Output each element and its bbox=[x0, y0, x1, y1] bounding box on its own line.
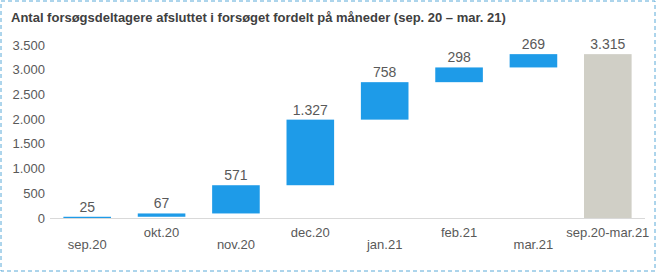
y-tick-label: 2.000 bbox=[12, 112, 45, 127]
x-tick-label: mar.21 bbox=[514, 237, 554, 252]
bar bbox=[584, 54, 632, 218]
bar bbox=[361, 82, 409, 119]
title: Antal forsøgsdeltagere afsluttet i forsø… bbox=[11, 10, 506, 25]
x-tick-label: jan.21 bbox=[366, 237, 402, 252]
y-tick-label: 0 bbox=[38, 211, 45, 226]
data-label: 67 bbox=[154, 195, 170, 211]
x-tick-label: dec.20 bbox=[291, 225, 330, 240]
bar bbox=[212, 185, 260, 213]
x-tick-label: feb.21 bbox=[441, 225, 477, 240]
x-tick-label: sep.20-mar.21 bbox=[566, 225, 649, 240]
bar bbox=[510, 54, 558, 67]
y-tick-label: 3.500 bbox=[12, 38, 45, 53]
bar bbox=[63, 217, 111, 218]
bar bbox=[138, 213, 186, 216]
bar bbox=[435, 67, 483, 82]
data-label: 25 bbox=[79, 199, 95, 215]
chart: Antal forsøgsdeltagere afsluttet i forsø… bbox=[0, 0, 656, 272]
x-tick-label: nov.20 bbox=[217, 237, 255, 252]
x-tick-label: okt.20 bbox=[144, 225, 179, 240]
x-axis bbox=[50, 218, 645, 219]
frame bbox=[1, 1, 655, 271]
data-label: 269 bbox=[522, 36, 546, 52]
data-labels: 25 67 571 1.327 758 298 269 3.315 bbox=[79, 36, 625, 215]
y-tick-label: 2.500 bbox=[12, 87, 45, 102]
x-tick-label: sep.20 bbox=[68, 237, 107, 252]
data-label: 571 bbox=[224, 167, 248, 183]
y-tick-label: 500 bbox=[23, 186, 45, 201]
data-label: 3.315 bbox=[590, 36, 625, 52]
data-label: 1.327 bbox=[293, 102, 328, 118]
y-tick-label: 1.500 bbox=[12, 136, 45, 151]
y-tick-label: 1.000 bbox=[12, 161, 45, 176]
y-tick-label: 3.000 bbox=[12, 62, 45, 77]
data-label: 758 bbox=[373, 64, 397, 80]
bars bbox=[63, 54, 631, 218]
data-label: 298 bbox=[447, 49, 471, 65]
bar bbox=[287, 120, 335, 186]
